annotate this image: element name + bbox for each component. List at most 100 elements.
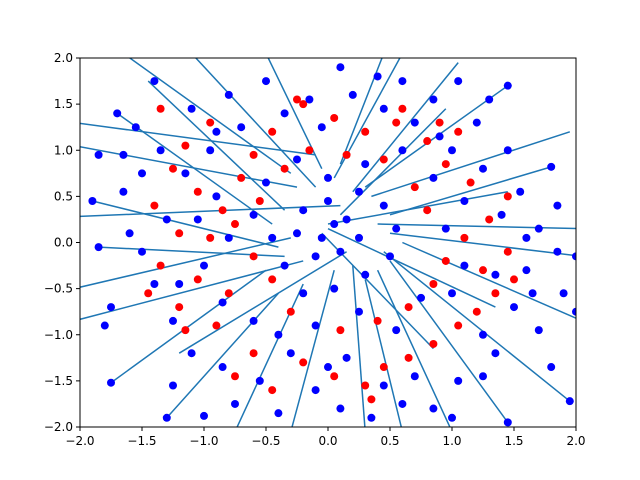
- line-segment: [327, 191, 508, 225]
- red-point: [503, 192, 512, 201]
- x-tick-label: 0.0: [318, 434, 337, 448]
- red-point: [472, 307, 481, 316]
- blue-point: [317, 233, 326, 242]
- blue-point: [206, 146, 215, 155]
- red-point: [255, 196, 264, 205]
- red-point: [206, 118, 215, 127]
- line-segment: [80, 146, 298, 188]
- blue-point: [435, 132, 444, 141]
- red-point: [181, 141, 190, 150]
- blue-point: [255, 376, 264, 385]
- line-segment: [364, 279, 403, 427]
- line-segment: [128, 58, 292, 174]
- red-point: [193, 275, 202, 284]
- y-tick-label: 0.0: [54, 236, 73, 250]
- y-tick-label: 1.0: [54, 143, 73, 157]
- blue-point: [212, 192, 221, 201]
- y-tick-label: 1.5: [54, 97, 73, 111]
- red-point: [206, 233, 215, 242]
- red-point: [361, 381, 370, 390]
- blue-point: [274, 409, 283, 418]
- red-point: [435, 118, 444, 127]
- line-segment: [339, 108, 447, 216]
- blue-point: [218, 298, 227, 307]
- blue-point: [181, 169, 190, 178]
- red-point: [175, 303, 184, 312]
- y-tick-label: −1.5: [44, 374, 73, 388]
- y-axis: −2.0 −1.5 −1.0 −0.5 0.0 0.5 1.0 1.5 2.0: [44, 51, 80, 434]
- blue-point: [262, 178, 270, 187]
- blue-point: [169, 381, 177, 390]
- blue-point: [299, 289, 308, 298]
- blue-point: [305, 95, 314, 104]
- blue-point: [150, 280, 159, 289]
- red-point: [249, 252, 258, 261]
- blue-point: [479, 164, 487, 173]
- blue-point: [398, 146, 407, 155]
- x-tick-label: 1.0: [442, 434, 461, 448]
- line-segment: [389, 260, 509, 423]
- line-segment: [291, 269, 335, 427]
- red-point: [249, 150, 258, 159]
- blue-point: [355, 307, 363, 316]
- line-segment: [80, 204, 341, 218]
- red-point: [330, 113, 339, 122]
- blue-point: [429, 95, 438, 104]
- line-segment: [178, 251, 347, 354]
- red-point: [144, 289, 153, 298]
- x-tick-label: 0.5: [380, 434, 399, 448]
- blue-point: [410, 372, 419, 381]
- y-tick-label: 0.5: [54, 189, 73, 203]
- blue-point: [200, 411, 208, 420]
- x-tick-label: 1.5: [504, 434, 523, 448]
- red-point: [175, 229, 184, 238]
- x-tick-label: 2.0: [566, 434, 585, 448]
- red-point: [404, 353, 413, 362]
- blue-point: [534, 326, 543, 335]
- red-point: [373, 316, 382, 325]
- blue-point: [249, 316, 258, 325]
- blue-point: [479, 330, 487, 339]
- red-point: [293, 95, 301, 104]
- line-segment: [389, 166, 552, 216]
- blue-point: [361, 270, 370, 279]
- red-point: [212, 321, 221, 330]
- blue-point: [410, 118, 419, 127]
- red-point: [503, 247, 512, 256]
- line-segment: [402, 241, 576, 320]
- blue-point: [386, 252, 394, 261]
- blue-point: [119, 150, 128, 159]
- blue-point: [156, 146, 165, 155]
- blue-point: [107, 378, 115, 387]
- blue-point: [150, 77, 159, 86]
- blue-point: [355, 187, 363, 196]
- blue-point: [398, 77, 407, 86]
- blue-point: [503, 146, 512, 155]
- blue-point: [516, 187, 525, 196]
- x-axis: −2.0 −1.5 −1.0 −0.5 0.0 0.5 1.0 1.5 2.0: [65, 427, 586, 448]
- red-point: [169, 164, 177, 173]
- blue-point: [224, 233, 233, 242]
- red-point: [237, 173, 246, 182]
- blue-point: [131, 123, 140, 132]
- blue-point: [94, 150, 103, 159]
- blue-point: [491, 270, 500, 279]
- red-point: [361, 127, 370, 136]
- blue-point: [491, 349, 500, 358]
- blue-point: [324, 196, 332, 205]
- blue-point: [373, 72, 382, 81]
- blue-point: [460, 196, 469, 205]
- blue-point: [392, 224, 401, 233]
- red-point: [460, 233, 469, 242]
- red-point: [479, 266, 487, 275]
- blue-point: [138, 169, 146, 178]
- plot-area: [80, 58, 576, 427]
- blue-point: [212, 127, 221, 136]
- blue-point: [231, 399, 239, 408]
- red-point: [423, 206, 432, 215]
- blue-point: [324, 173, 332, 182]
- blue-point: [175, 280, 184, 289]
- blue-point: [503, 81, 512, 90]
- blue-point: [249, 210, 258, 219]
- blue-point: [336, 404, 345, 413]
